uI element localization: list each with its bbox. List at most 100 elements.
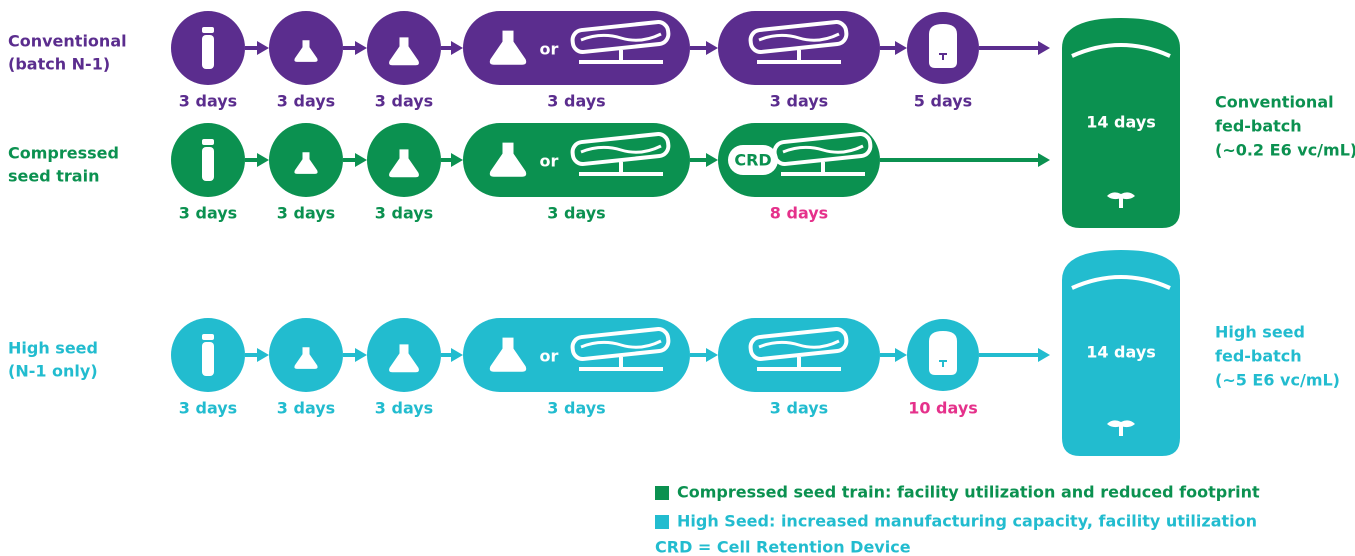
rocker-wave bbox=[580, 32, 662, 42]
rocker-bag-icon bbox=[748, 20, 849, 54]
vial-icon bbox=[202, 342, 214, 376]
legend-swatch bbox=[655, 515, 669, 529]
duration-label: 3 days bbox=[277, 399, 335, 418]
duration-label: 3 days bbox=[277, 92, 335, 111]
reactor-plant bbox=[939, 53, 947, 60]
row-label: Compressed bbox=[8, 144, 119, 163]
crd-badge bbox=[728, 145, 778, 175]
vial-icon bbox=[202, 139, 214, 145]
arrow-head bbox=[1038, 41, 1050, 55]
row-label: (N-1 only) bbox=[8, 362, 98, 381]
duration-label: 3 days bbox=[179, 92, 237, 111]
tank-plant bbox=[1107, 420, 1135, 436]
tank-level bbox=[1071, 43, 1171, 58]
row-label: seed train bbox=[8, 167, 99, 186]
note-text: CRD = Cell Retention Device bbox=[655, 538, 911, 556]
reactor-icon bbox=[929, 24, 957, 68]
arrow-head bbox=[451, 348, 463, 362]
flask-icon bbox=[489, 30, 527, 65]
outcome-label: Conventional bbox=[1215, 93, 1334, 112]
flask-icon bbox=[389, 149, 419, 178]
outcome-label: (~0.2 E6 vc/mL) bbox=[1215, 141, 1355, 160]
rocker-bag-icon bbox=[570, 327, 671, 361]
flask-icon bbox=[294, 40, 318, 62]
outcome-label: fed-batch bbox=[1215, 347, 1302, 366]
arrow-head bbox=[257, 41, 269, 55]
tank-label: 14 days bbox=[1086, 113, 1156, 132]
vial-icon bbox=[202, 35, 214, 69]
row-label: Conventional bbox=[8, 32, 127, 51]
vial-icon bbox=[202, 147, 214, 181]
rocker-wave bbox=[758, 339, 840, 349]
flask-icon bbox=[294, 347, 318, 369]
arrow-head bbox=[1038, 153, 1050, 167]
duration-label: 10 days bbox=[908, 399, 978, 418]
connector-text: or bbox=[540, 347, 559, 366]
reactor-icon bbox=[929, 331, 957, 375]
arrow-head bbox=[706, 348, 718, 362]
duration-label: 3 days bbox=[179, 399, 237, 418]
rocker-wave bbox=[782, 144, 864, 154]
flask-icon bbox=[389, 344, 419, 373]
tank-level bbox=[1071, 275, 1171, 290]
connector-text: or bbox=[540, 40, 559, 59]
step-pill bbox=[718, 123, 880, 197]
rocker-bag-icon bbox=[570, 20, 671, 54]
duration-label: 3 days bbox=[277, 204, 335, 223]
duration-label: 3 days bbox=[547, 399, 605, 418]
rocker-bag-icon bbox=[570, 132, 671, 166]
tank-label: 14 days bbox=[1086, 343, 1156, 362]
rocker-wave bbox=[580, 144, 662, 154]
rocker-stand bbox=[619, 162, 623, 174]
arrow-head bbox=[257, 153, 269, 167]
duration-label: 8 days bbox=[770, 204, 828, 223]
vial-icon bbox=[202, 334, 214, 340]
rocker-stand bbox=[619, 357, 623, 369]
arrow-head bbox=[355, 41, 367, 55]
duration-label: 3 days bbox=[375, 399, 433, 418]
duration-label: 3 days bbox=[179, 204, 237, 223]
duration-label: 3 days bbox=[770, 92, 828, 111]
rocker-bag-icon bbox=[748, 327, 849, 361]
rocker-wave bbox=[758, 32, 840, 42]
rocker-bag-icon bbox=[772, 132, 873, 166]
arrow-head bbox=[895, 348, 907, 362]
flask-icon bbox=[489, 142, 527, 177]
duration-label: 3 days bbox=[547, 92, 605, 111]
duration-label: 3 days bbox=[547, 204, 605, 223]
legend-swatch bbox=[655, 486, 669, 500]
rocker-stand bbox=[821, 162, 825, 174]
outcome-label: High seed bbox=[1215, 323, 1305, 342]
crd-text: CRD bbox=[734, 151, 771, 170]
row-label: High seed bbox=[8, 339, 98, 358]
arrow-head bbox=[355, 348, 367, 362]
connector-text: or bbox=[540, 152, 559, 171]
arrow-head bbox=[706, 41, 718, 55]
flask-icon bbox=[489, 337, 527, 372]
rocker-stand bbox=[797, 50, 801, 62]
arrow-head bbox=[895, 41, 907, 55]
tank bbox=[1062, 18, 1180, 228]
duration-label: 3 days bbox=[770, 399, 828, 418]
rocker-wave bbox=[580, 339, 662, 349]
arrow-head bbox=[257, 348, 269, 362]
legend-text: High Seed: increased manufacturing capac… bbox=[677, 512, 1257, 531]
row-label: (batch N-1) bbox=[8, 55, 110, 74]
flask-icon bbox=[389, 37, 419, 66]
arrow-head bbox=[451, 41, 463, 55]
tank-plant bbox=[1107, 192, 1135, 208]
flask-icon bbox=[294, 152, 318, 174]
tank bbox=[1062, 250, 1180, 456]
outcome-label: (~5 E6 vc/mL) bbox=[1215, 371, 1340, 390]
duration-label: 3 days bbox=[375, 92, 433, 111]
rocker-stand bbox=[619, 50, 623, 62]
reactor-plant bbox=[939, 360, 947, 367]
arrow-head bbox=[1038, 348, 1050, 362]
rocker-stand bbox=[797, 357, 801, 369]
legend-text: Compressed seed train: facility utilizat… bbox=[677, 483, 1260, 502]
arrow-head bbox=[451, 153, 463, 167]
duration-label: 3 days bbox=[375, 204, 433, 223]
arrow-head bbox=[355, 153, 367, 167]
